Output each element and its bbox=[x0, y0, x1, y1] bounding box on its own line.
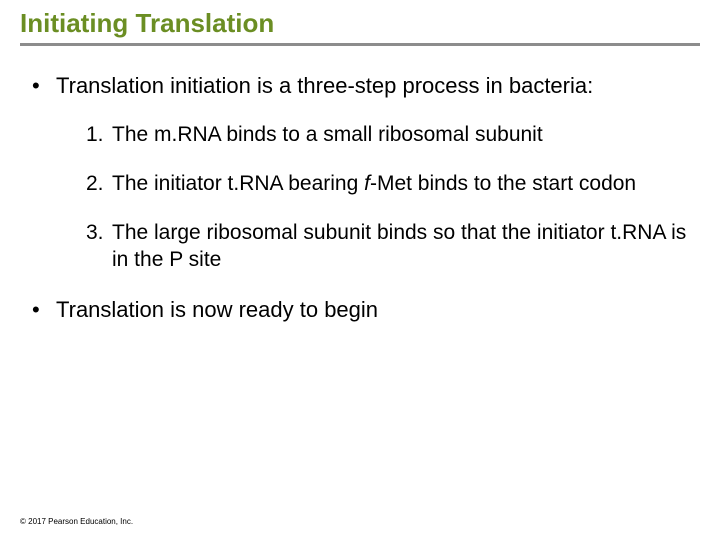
step-1-text: The m.RNA binds to a small ribosomal sub… bbox=[112, 123, 543, 146]
slide-body: Translation initiation is a three-step p… bbox=[20, 46, 700, 324]
step-2-text-a: The initiator t.RNA bearing bbox=[112, 172, 364, 195]
copyright-text: © 2017 Pearson Education, Inc. bbox=[20, 517, 133, 526]
step-2: 2. The initiator t.RNA bearing f-Met bin… bbox=[86, 171, 690, 198]
step-3: 3. The large ribosomal subunit binds so … bbox=[86, 220, 690, 274]
intro-bullet: Translation initiation is a three-step p… bbox=[30, 72, 690, 274]
slide-title: Initiating Translation bbox=[20, 8, 274, 39]
title-row: Initiating Translation bbox=[20, 8, 700, 39]
numbered-list: 1. The m.RNA binds to a small ribosomal … bbox=[56, 122, 690, 274]
step-3-text: The large ribosomal subunit binds so tha… bbox=[112, 221, 686, 271]
outro-text: Translation is now ready to begin bbox=[56, 297, 378, 322]
step-2-text-c: -Met binds to the start codon bbox=[370, 172, 636, 195]
bullet-list: Translation initiation is a three-step p… bbox=[30, 72, 690, 324]
intro-text: Translation initiation is a three-step p… bbox=[56, 73, 593, 98]
step-1-number: 1. bbox=[86, 122, 104, 149]
slide: Initiating Translation Translation initi… bbox=[0, 0, 720, 540]
step-2-number: 2. bbox=[86, 171, 104, 198]
step-3-number: 3. bbox=[86, 220, 104, 247]
outro-bullet: Translation is now ready to begin bbox=[30, 296, 690, 324]
step-1: 1. The m.RNA binds to a small ribosomal … bbox=[86, 122, 690, 149]
